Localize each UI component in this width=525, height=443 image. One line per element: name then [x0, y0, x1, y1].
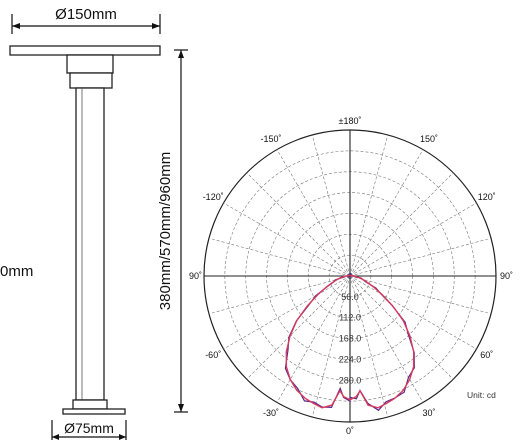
polar-grid-spoke [349, 237, 492, 277]
polar-candela-labels: 56.0 112.0 168.0 224.0 280.0 [339, 292, 362, 385]
angle-label: 90˚ [189, 271, 202, 281]
polar-grid-spoke [349, 172, 454, 277]
polar-grid-spoke [349, 134, 389, 277]
polar-grid-spokes [208, 134, 492, 418]
lamp-neck [69, 72, 113, 89]
polar-grid-spoke [223, 202, 351, 277]
polar-angle-labels: 0˚ 30˚ -30˚ 60˚ -60˚ 90˚ 90˚ 120˚ -120˚ 150˚ -150˚… [189, 116, 513, 436]
top-diameter-label: Ø150mm [55, 6, 117, 23]
lamp-pole [75, 87, 105, 401]
lamp-head [66, 54, 114, 74]
polar-grid-spoke [311, 275, 351, 418]
polar-grid-spoke [349, 275, 424, 403]
base-diameter-dimension: Ø75mm [51, 420, 127, 440]
lamp-base-collar [72, 399, 108, 410]
angle-label: -150˚ [260, 134, 281, 144]
polar-grid-spoke [276, 149, 351, 277]
polar-distribution-curves [284, 273, 415, 412]
polar-grid-spoke [223, 275, 351, 350]
angle-label: -120˚ [203, 192, 224, 202]
polar-grid-spoke [349, 275, 477, 350]
candela-level-label: 168.0 [339, 334, 362, 344]
polar-grid-spoke [208, 237, 351, 277]
polar-light-distribution: 56.0 112.0 168.0 224.0 280.0 0˚ 30˚ -30˚ 60˚ -60… [189, 116, 513, 436]
unit-label: Unit: cd [467, 390, 496, 400]
candela-level-label: 112.0 [339, 313, 361, 323]
top-diameter-dimension: Ø150mm [11, 6, 161, 34]
angle-label: -30˚ [263, 408, 279, 418]
angle-label: 150˚ [420, 134, 438, 144]
angle-label: 0˚ [346, 426, 354, 436]
polar-grid-spoke [349, 275, 492, 315]
lamp-base-plate [62, 408, 126, 415]
angle-label: ±180˚ [339, 116, 362, 126]
angle-label: 120˚ [478, 192, 496, 202]
polar-grid-spoke [276, 275, 351, 403]
polar-grid-spoke [208, 275, 351, 315]
base-diameter-label: Ø75mm [64, 420, 114, 436]
polar-grid-spoke [349, 275, 389, 418]
polar-grid-spoke [311, 134, 351, 277]
polar-grid-spoke [246, 172, 351, 277]
polar-grid-spoke [349, 275, 454, 380]
cut-off-dimension-label: 0mm [0, 263, 33, 280]
angle-label: -60˚ [205, 350, 221, 360]
distribution-curve-c90 [285, 274, 415, 409]
polar-grid-spoke [246, 275, 351, 380]
lamp-body [9, 45, 161, 415]
candela-level-label: 56.0 [341, 292, 359, 302]
height-options-label: 380mm/570mm/960mm [157, 152, 174, 310]
candela-level-label: 280.0 [339, 375, 362, 385]
candela-level-label: 224.0 [339, 354, 362, 364]
angle-label: 90˚ [500, 271, 513, 281]
lamp-cap [9, 45, 161, 56]
polar-grid-spoke [349, 202, 477, 277]
polar-grid-spoke [349, 149, 424, 277]
angle-label: 60˚ [480, 350, 493, 360]
height-dimension: 380mm/570mm/960mm [157, 49, 188, 413]
angle-label: 30˚ [422, 408, 435, 418]
